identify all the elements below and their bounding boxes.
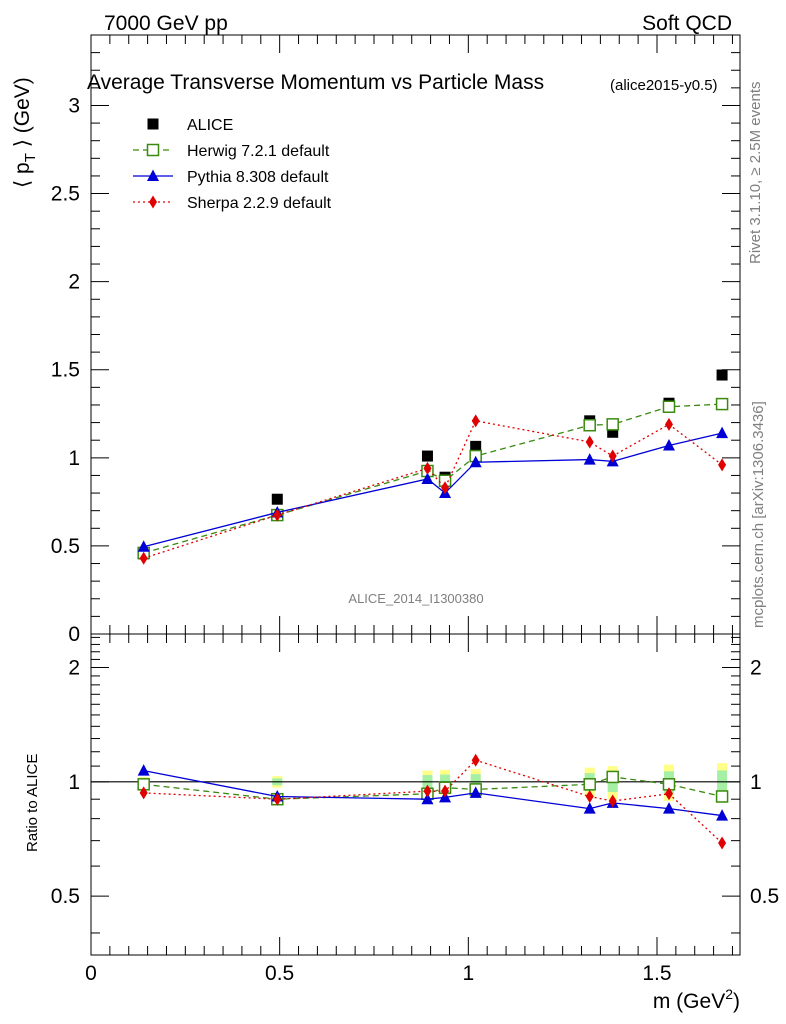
y-tick-label: 3 — [68, 94, 80, 117]
x-tick-label: 0.5 — [265, 962, 294, 985]
y-tick-label: 1 — [68, 447, 80, 470]
ratio-point-sherpa-2-2-9-default — [471, 753, 480, 767]
ratio-panel: 0 0.5 1 1.5 0.5 0.5 1 1 2 2 — [51, 35, 779, 985]
main-point-pythia-8-308-default — [662, 438, 675, 451]
main-point-alice — [271, 493, 283, 505]
ratio-line-sherpa-2-2-9-default — [143, 759, 723, 844]
x-tick-label: 1 — [462, 962, 474, 985]
ratio-y-tick-label: 2 — [68, 656, 80, 679]
main-point-sherpa-2-2-9-default — [139, 551, 148, 565]
plot-subtitle: (alice2015-y0.5) — [610, 77, 718, 94]
main-point-sherpa-2-2-9-default — [585, 435, 594, 449]
mcplots-label: mcplots.cern.ch [arXiv:1306.3436] — [750, 401, 767, 628]
x-tick-label: 1.5 — [642, 962, 671, 985]
y-tick-label: 2.5 — [51, 183, 80, 206]
plot-title: Average Transverse Momentum vs Particle … — [87, 71, 544, 94]
main-point-herwig-7-2-1-default — [662, 400, 676, 413]
legend-marker-sherpa-2-2-9-default — [149, 195, 157, 209]
main-point-pythia-8-308-default — [421, 472, 434, 484]
energy-label: 7000 GeV pp — [104, 12, 228, 35]
main-ylabel-pre: ⟨ p — [11, 162, 34, 188]
xlabel-pre: m (GeV — [653, 990, 725, 1013]
main-point-sherpa-2-2-9-default — [423, 461, 432, 475]
ratio-point-herwig-7-2-1-default — [583, 778, 596, 791]
main-ylabel-sub: T — [22, 153, 39, 162]
main-point-sherpa-2-2-9-default — [664, 417, 673, 431]
xlabel-sup: 2 — [725, 986, 733, 1002]
ratio-y-tick-label-right: 2 — [750, 656, 762, 679]
ratio-point-sherpa-2-2-9-default — [441, 784, 450, 798]
legend-label-pythia-8-308-default: Pythia 8.308 default — [187, 169, 329, 186]
main-point-alice — [421, 450, 433, 462]
ratio-y-tick-label-right: 1 — [750, 771, 762, 794]
ratio-point-sherpa-2-2-9-default — [664, 787, 673, 801]
main-point-pythia-8-308-default — [716, 426, 729, 439]
legend-label-alice: ALICE — [187, 117, 233, 134]
main-line-sherpa-2-2-9-default — [143, 420, 723, 559]
ratio-y-tick-label: 1 — [68, 771, 80, 794]
process-label: Soft QCD — [642, 12, 732, 35]
analysis-watermark: ALICE_2014_I1300380 — [348, 591, 483, 606]
legend-marker-herwig-7-2-1-default — [146, 143, 160, 157]
main-panel: 0 0.5 1 1.5 2 2.5 3 — [51, 34, 740, 646]
ratio-point-pythia-8-308-default — [662, 802, 675, 814]
main-point-sherpa-2-2-9-default — [471, 414, 480, 428]
ratio-point-sherpa-2-2-9-default — [423, 784, 432, 798]
legend-label-herwig-7-2-1-default: Herwig 7.2.1 default — [187, 143, 330, 160]
main-point-herwig-7-2-1-default — [583, 418, 596, 432]
main-point-alice — [716, 369, 728, 381]
main-point-alice — [607, 426, 619, 438]
y-tick-label: 2 — [68, 271, 80, 294]
main-point-pythia-8-308-default — [583, 453, 596, 465]
ratio-point-pythia-8-308-default — [583, 802, 596, 814]
legend-label-sherpa-2-2-9-default: Sherpa 2.2.9 default — [187, 195, 332, 212]
ratio-point-pythia-8-308-default — [137, 764, 150, 776]
main-point-sherpa-2-2-9-default — [273, 508, 282, 522]
xlabel: m (GeV2) — [653, 986, 740, 1013]
ratio-point-herwig-7-2-1-default — [606, 770, 619, 784]
ratio-point-sherpa-2-2-9-default — [608, 794, 617, 808]
main-ylabel-post: ⟩ (GeV) — [11, 77, 34, 153]
y-tick-label: 0 — [68, 623, 80, 646]
main-point-sherpa-2-2-9-default — [718, 458, 727, 472]
main-point-alice — [470, 440, 482, 452]
ratio-ylabel: Ratio to ALICE — [24, 754, 41, 852]
ratio-point-sherpa-2-2-9-default — [585, 789, 594, 803]
ratio-point-pythia-8-308-default — [716, 809, 729, 821]
legend: ALICE Herwig 7.2.1 default Pythia 8.308 de… — [133, 117, 332, 212]
rivet-label: Rivet 3.1.10, ≥ 2.5M events — [747, 82, 764, 265]
legend-marker-alice — [147, 118, 159, 130]
main-point-pythia-8-308-default — [469, 455, 482, 468]
ratio-point-herwig-7-2-1-default — [715, 790, 729, 803]
main-point-herwig-7-2-1-default — [606, 418, 619, 431]
ratio-point-sherpa-2-2-9-default — [139, 786, 148, 800]
main-point-herwig-7-2-1-default — [715, 397, 729, 411]
y-tick-label: 0.5 — [51, 535, 80, 558]
main-point-sherpa-2-2-9-default — [441, 481, 450, 495]
main-point-sherpa-2-2-9-default — [608, 449, 617, 463]
ratio-y-tick-label: 0.5 — [51, 885, 80, 908]
ratio-frame — [90, 633, 741, 956]
ratio-point-pythia-8-308-default — [421, 792, 434, 805]
y-tick-label: 1.5 — [51, 359, 80, 382]
ratio-y-tick-label-right: 0.5 — [750, 885, 779, 908]
ratio-point-sherpa-2-2-9-default — [273, 792, 282, 806]
main-point-pythia-8-308-default — [137, 540, 150, 552]
main-ylabel: ⟨ pT ⟩ (GeV) — [11, 77, 39, 188]
ratio-point-sherpa-2-2-9-default — [718, 836, 727, 850]
x-tick-label: 0 — [85, 962, 97, 985]
legend-marker-pythia-8-308-default — [147, 169, 159, 181]
xlabel-post: ) — [733, 990, 740, 1013]
ratio-point-pythia-8-308-default — [469, 786, 482, 798]
